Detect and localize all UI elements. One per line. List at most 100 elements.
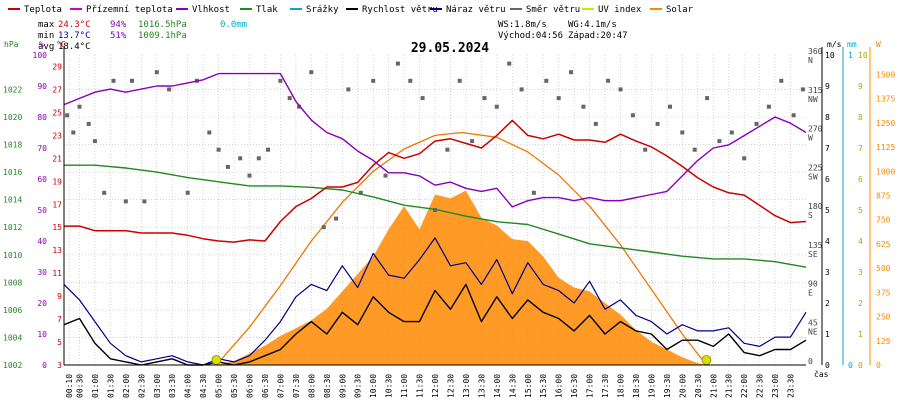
stat-sunset: Západ:20:47: [568, 31, 628, 41]
tick-label-percent: 30: [37, 268, 47, 277]
wind-direction-point: [111, 78, 116, 83]
wind-direction-series: [65, 61, 805, 230]
wind-direction-point: [102, 190, 107, 195]
wind-direction-point: [692, 147, 697, 152]
unit-watt: W: [876, 40, 881, 49]
tick-label-uv: 6: [858, 175, 863, 184]
tick-label-direction-name: SE: [808, 250, 818, 259]
tick-label-watt: 875: [876, 192, 891, 201]
wind-direction-point: [482, 96, 487, 101]
legend-line-icon: [582, 8, 594, 10]
wind-direction-point: [800, 87, 805, 92]
wind-direction-point: [334, 216, 339, 221]
tick-label-time: 08:00: [307, 374, 316, 398]
tick-label-watt: 375: [876, 288, 891, 297]
wind-direction-point: [395, 61, 400, 66]
wind-direction-point: [606, 78, 611, 83]
tick-label-watt: 1250: [876, 119, 895, 128]
tick-label-celsius: 25: [52, 108, 62, 117]
wind-direction-point: [470, 139, 475, 144]
tick-label-uv: 3: [858, 268, 863, 277]
tick-label-ms: 4: [825, 237, 830, 246]
tick-label-ms: 10: [825, 51, 835, 60]
tick-label-time: 18:00: [617, 374, 626, 398]
tick-label-celsius: 29: [52, 63, 62, 72]
stat-max-humidity: 94%: [110, 20, 127, 30]
tick-label-hpa: 1014: [3, 196, 22, 205]
wind-direction-point: [519, 87, 524, 92]
tick-label-time: 06:00: [246, 374, 255, 398]
tick-label-ms: 6: [825, 175, 830, 184]
tick-label-ms: 1: [825, 330, 830, 339]
stats-block: max 24.3°C 94% 1016.5hPa 0.0mm min 13.7°…: [38, 20, 628, 52]
wind-direction-point: [309, 70, 314, 75]
tick-label-celsius: 5: [57, 338, 62, 347]
unit-mm: mm: [847, 40, 857, 49]
wind-direction-point: [167, 87, 172, 92]
tick-label-hpa: 1020: [3, 113, 22, 122]
tick-label-time: 20:30: [694, 374, 703, 398]
tick-label-time: 01:00: [91, 374, 100, 398]
tick-label-percent: 0: [42, 361, 47, 370]
tick-label-percent: 20: [37, 299, 47, 308]
legend-label-wind_gust: Náraz větru: [446, 5, 506, 15]
tick-label-direction-name: NW: [808, 95, 818, 104]
wind-direction-point: [92, 139, 97, 144]
wind-direction-point: [494, 104, 499, 109]
tick-label-percent: 40: [37, 237, 47, 246]
legend-line-icon: [510, 8, 522, 10]
tick-label-celsius: 9: [57, 292, 62, 301]
wind-direction-point: [130, 78, 134, 83]
unit-celsius: °C: [56, 40, 66, 49]
wind-direction-point: [544, 78, 549, 83]
legend-label-temperature: Teplota: [24, 5, 62, 15]
sun-marker: [701, 355, 712, 365]
stat-max-temp: 24.3°C: [58, 20, 91, 30]
wind-direction-point: [556, 96, 561, 101]
wind-direction-point: [142, 199, 147, 204]
tick-label-watt: 625: [876, 240, 891, 249]
wind-direction-point: [729, 130, 734, 135]
tick-label-watt: 250: [876, 313, 891, 322]
legend-label-precipitation: Srážky: [306, 5, 339, 15]
tick-label-time: 00:10: [65, 374, 74, 398]
tick-label-ms: 5: [825, 206, 830, 215]
tick-label-watt: 0: [876, 361, 881, 370]
stat-max-rain: 0.0mm: [220, 20, 247, 30]
stat-min-label: min: [38, 31, 54, 41]
tick-label-direction-name: W: [808, 134, 813, 143]
tick-label-percent: 100: [33, 51, 48, 60]
tick-label-celsius: 3: [57, 361, 62, 370]
tick-label-time: 05:00: [215, 374, 224, 398]
wind-direction-point: [278, 78, 283, 83]
wind-direction-point: [185, 190, 190, 195]
tick-label-time: 05:30: [230, 374, 239, 398]
tick-label-percent: 10: [37, 330, 47, 339]
wind-gust-line: [63, 237, 807, 366]
temperature-line: [64, 119, 807, 243]
wind-direction-point: [593, 121, 598, 126]
tick-label-time: 09:30: [354, 374, 363, 398]
wind-direction-point: [65, 113, 70, 118]
tick-label-watt: 125: [876, 337, 891, 346]
tick-label-celsius: 13: [52, 246, 62, 255]
stat-min-pressure: 1009.1hPa: [138, 31, 187, 41]
tick-label-time: 14:30: [508, 374, 517, 398]
tick-label-ms: 0: [825, 361, 830, 370]
wind-direction-point: [779, 78, 784, 83]
tick-label-watt: 1000: [876, 167, 895, 176]
axes: 1002100410061008101010121014101610181020…: [3, 47, 895, 398]
humidity-line: [63, 72, 807, 208]
tick-label-time: 15:30: [539, 374, 548, 398]
wind-direction-point: [358, 190, 363, 195]
stat-max-label: max: [38, 20, 55, 30]
wind-direction-point: [86, 121, 91, 126]
tick-label-mm: 1: [848, 51, 853, 60]
tick-label-percent: 70: [37, 144, 47, 153]
tick-label-direction: 0: [808, 357, 813, 366]
tick-label-celsius: 27: [52, 85, 62, 94]
tick-label-direction: 135: [808, 241, 823, 250]
wind-direction-point: [680, 130, 685, 135]
legend-label-feels_like: Přízemní teplota: [86, 5, 173, 15]
